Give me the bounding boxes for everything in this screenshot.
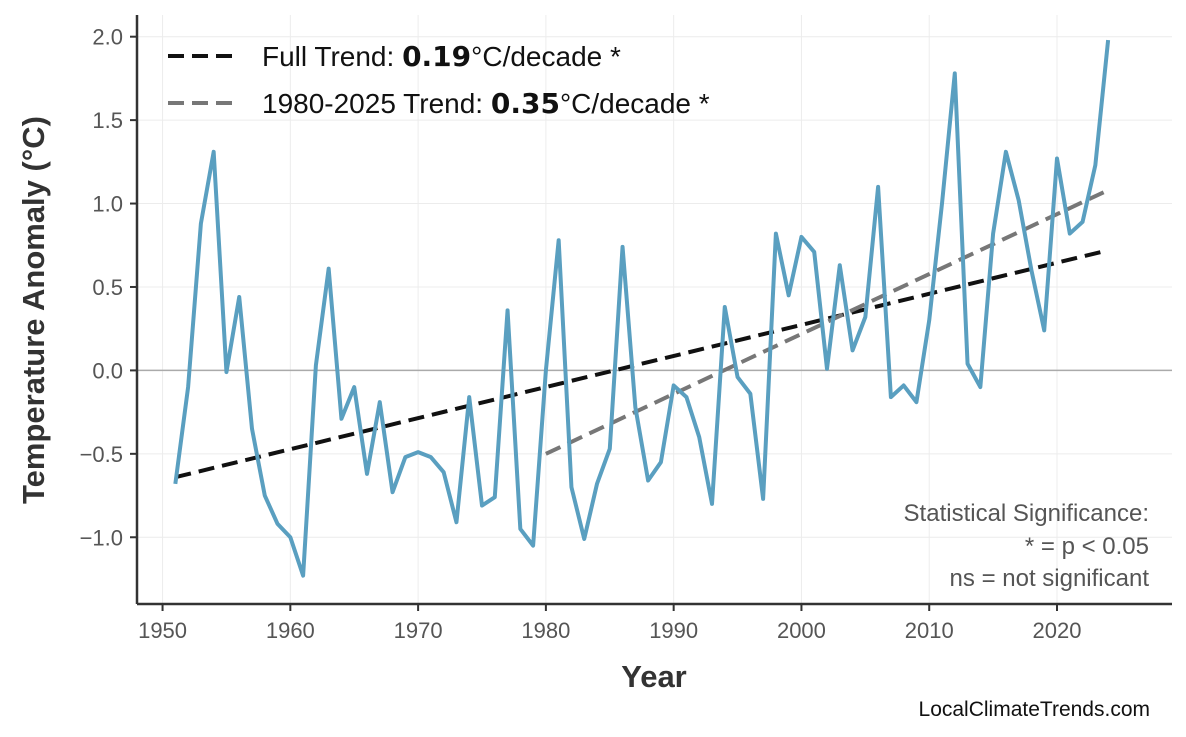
significance-note: Statistical Significance: * = p < 0.05 n… [904,500,1150,592]
legend-label: Full Trend: 0.19°C/decade * [262,40,621,73]
note-line: ns = not significant [950,565,1150,592]
x-tick-label: 2020 [1033,618,1082,643]
legend-label-part: °C/decade * [471,41,621,72]
x-tick-label: 2000 [777,618,826,643]
x-axis-label: Year [621,659,687,694]
x-tick-label: 1950 [138,618,187,643]
note-line: * = p < 0.05 [1025,533,1149,560]
legend-label-part: 0.19 [402,40,471,73]
y-tick-label: 0.0 [92,358,123,383]
legend-label-part: 0.35 [491,87,560,120]
series-line [173,39,1111,578]
y-tick-label: 0.5 [92,275,123,300]
x-tick-label: 1970 [394,618,443,643]
axes [135,15,1172,606]
y-tick-label: 1.5 [92,108,123,133]
ticks: 1950 1960 1970 1980 1990 2000 2010 2020 −1.0 −0.5… [80,25,1082,643]
y-axis-label: Temperature Anomaly (°C) [16,116,51,504]
y-tick-label: −0.5 [80,442,123,467]
note-line: Statistical Significance: [904,500,1149,527]
x-tick-label: 2010 [905,618,954,643]
y-tick-label: 1.0 [92,192,123,217]
y-tick-label: 2.0 [92,25,123,50]
legend-label-part: Full Trend: [262,41,402,72]
legend-label-part: °C/decade * [560,88,710,119]
y-tick-label: −1.0 [80,525,123,550]
legend: Full Trend: 0.19°C/decade *1980-2025 Tre… [168,40,710,120]
x-tick-label: 1990 [649,618,698,643]
credit: LocalClimateTrends.com [919,698,1150,721]
trend-lines [174,188,1109,480]
legend-label-part: 1980-2025 Trend: [262,88,491,119]
full-trend-line [174,248,1109,480]
x-tick-label: 1960 [266,618,315,643]
recent-trend-line [545,188,1109,456]
legend-label: 1980-2025 Trend: 0.35°C/decade * [262,87,710,120]
x-tick-label: 1980 [521,618,570,643]
